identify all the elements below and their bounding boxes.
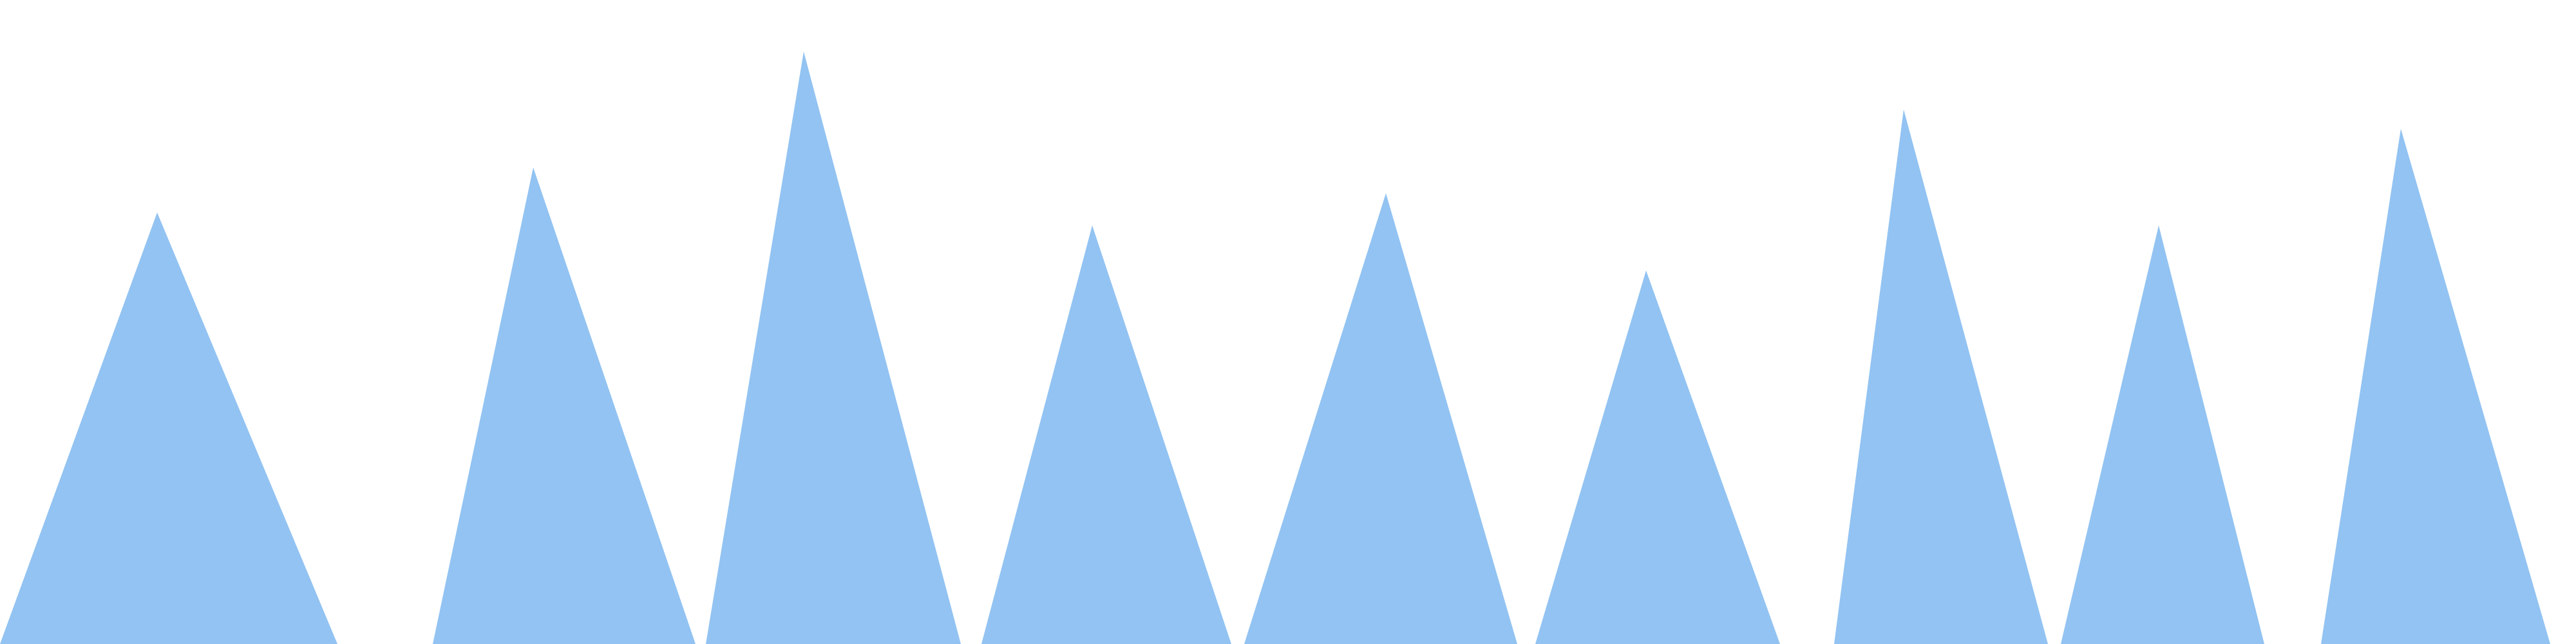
peak-8 [2061, 225, 2264, 644]
peak-2 [433, 167, 696, 644]
peaks-layer [0, 52, 2550, 644]
peak-4 [981, 225, 1231, 644]
peak-1 [0, 213, 337, 644]
peak-6 [1535, 270, 1780, 644]
peak-3 [706, 52, 961, 644]
peak-5 [1244, 193, 1517, 644]
peak-9 [2321, 129, 2550, 644]
peak-7 [1834, 109, 2048, 644]
